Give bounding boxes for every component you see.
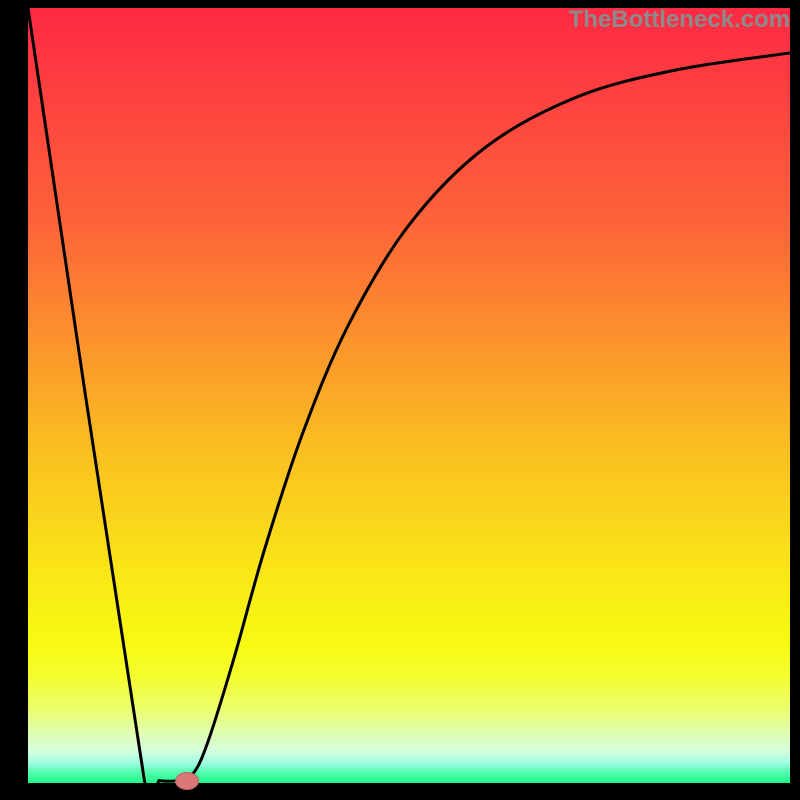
optimum-marker <box>175 772 199 790</box>
chart-root: TheBottleneck.com <box>0 0 800 800</box>
watermark-text: TheBottleneck.com <box>569 6 790 34</box>
bottleneck-curve <box>0 0 800 800</box>
